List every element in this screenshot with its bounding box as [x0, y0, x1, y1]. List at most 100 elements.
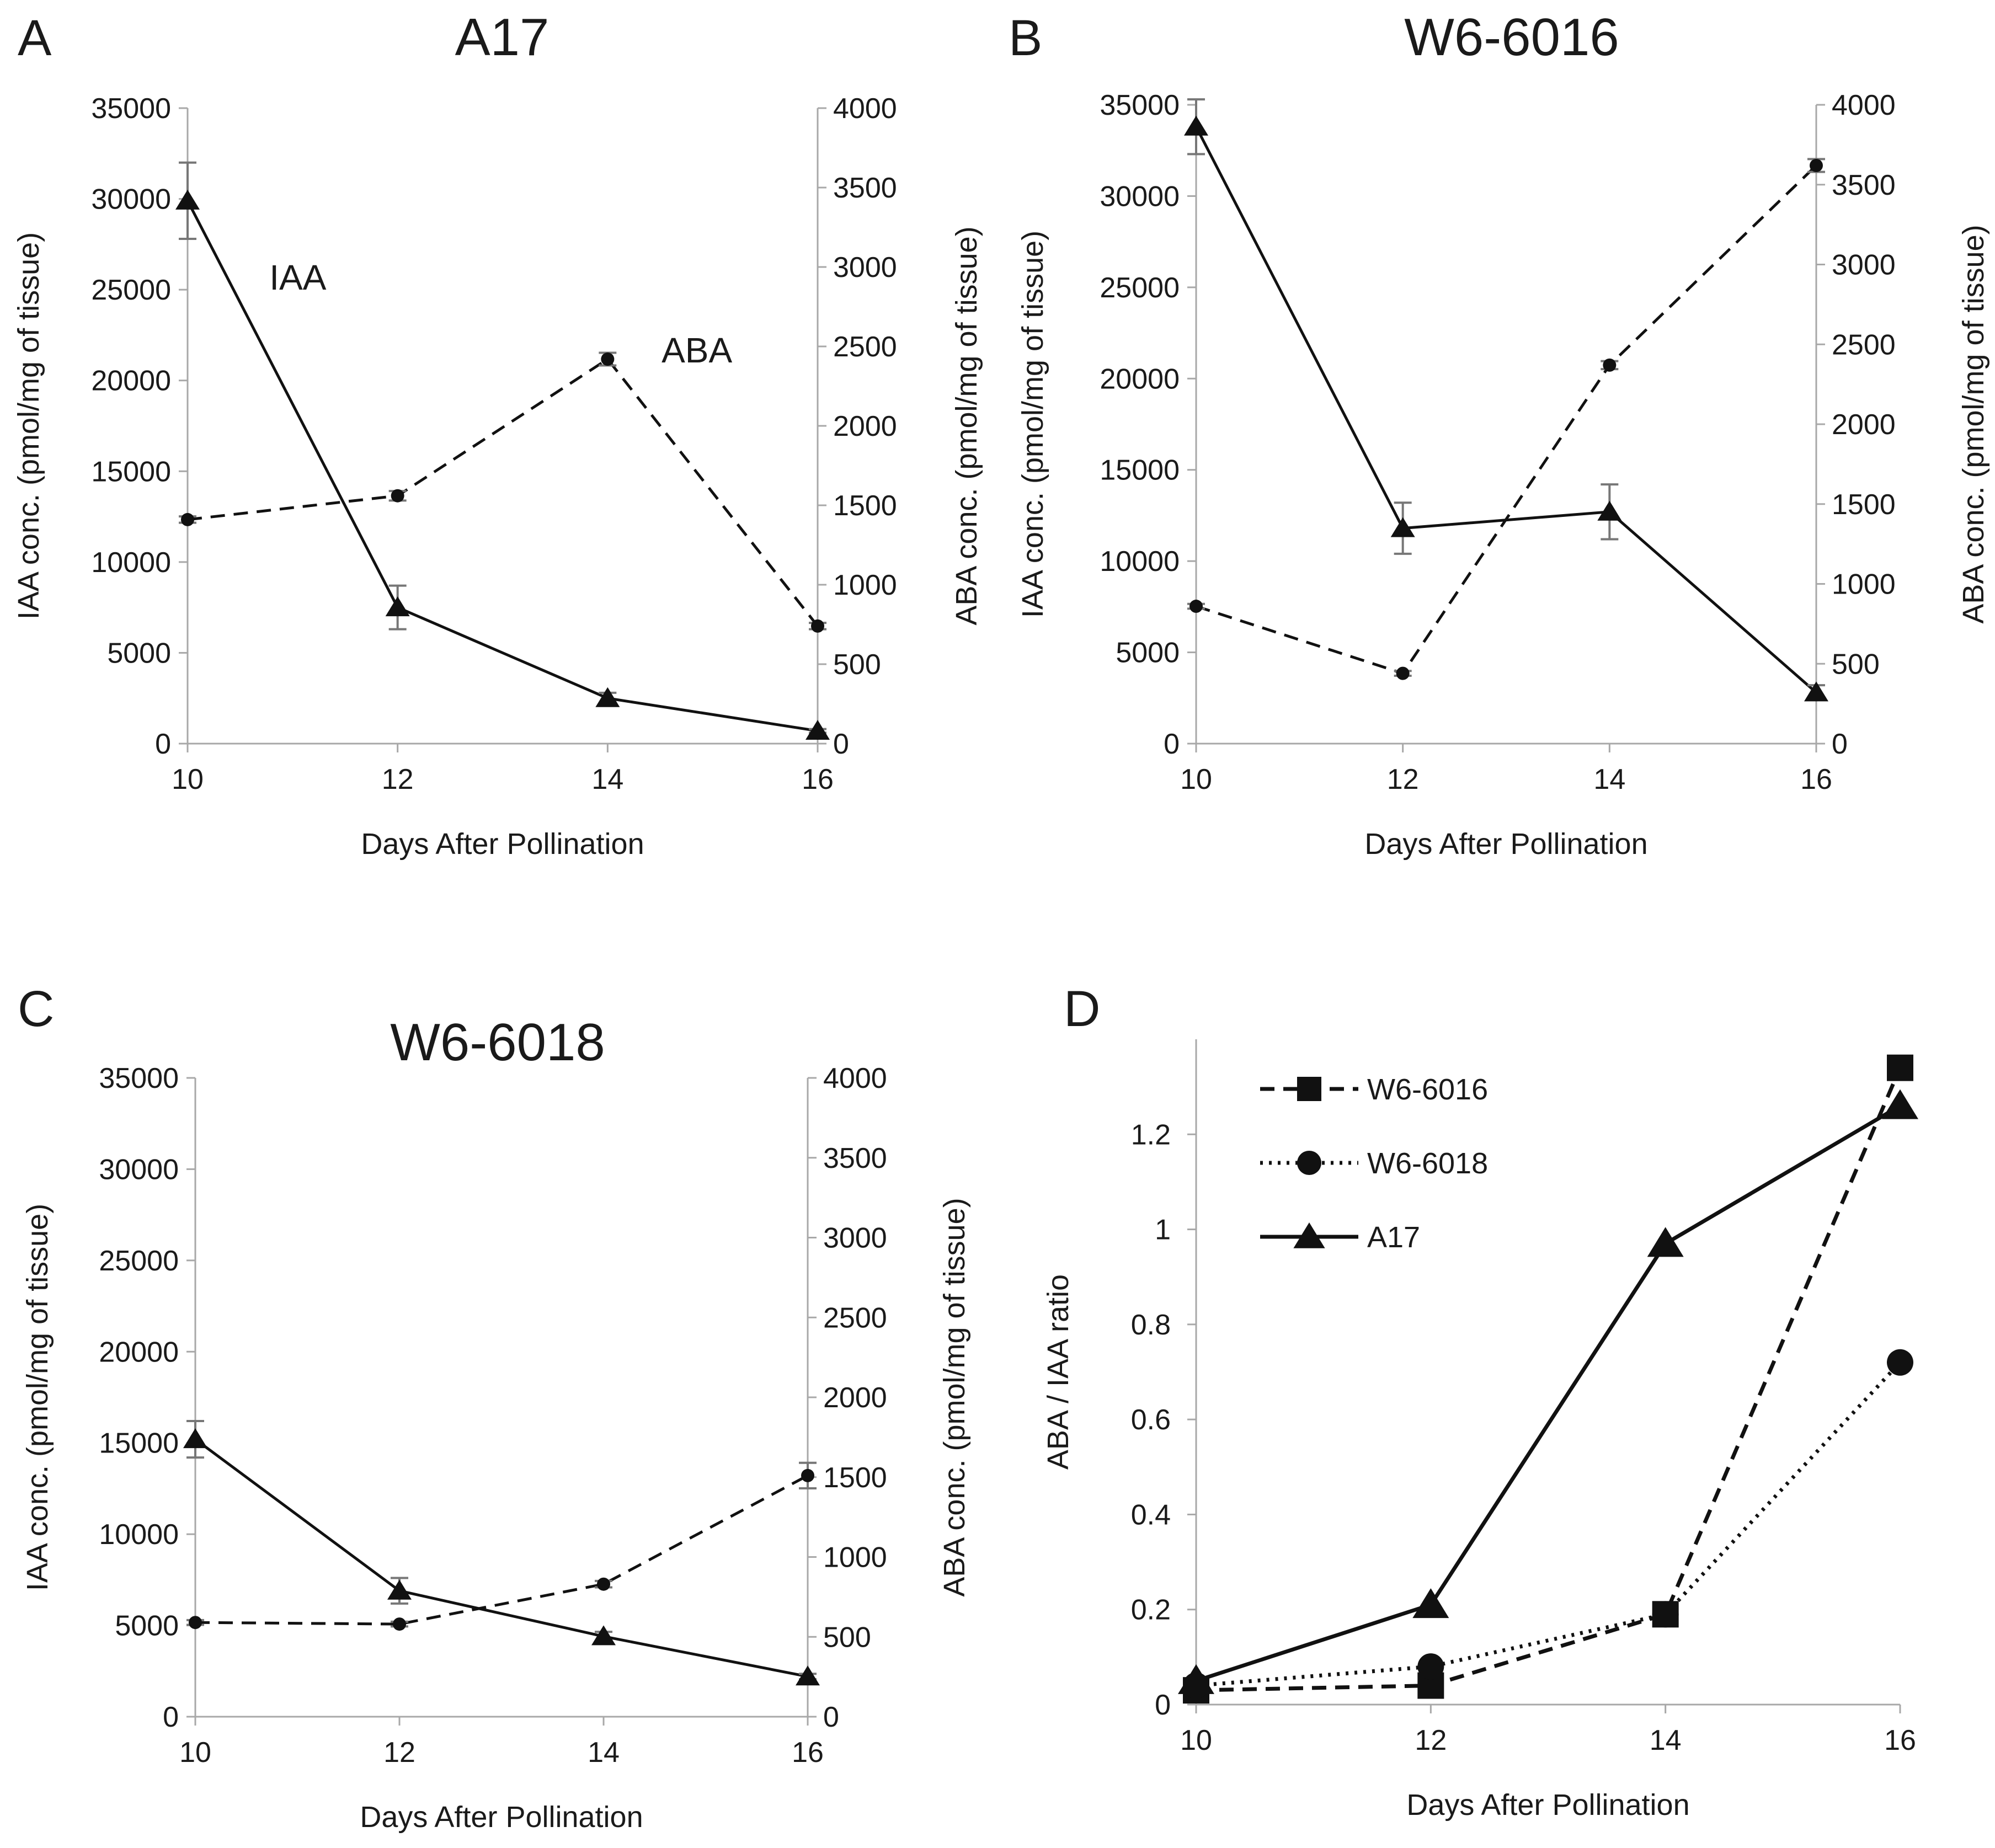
left-y-tick-label: 30000: [99, 1153, 179, 1185]
x-tick-label: 16: [1800, 763, 1832, 795]
data-point-aba: [391, 489, 404, 503]
legend: W6-6016 W6-6018 A17: [1260, 1073, 1488, 1254]
data-point-iaa: [806, 719, 830, 740]
right-y-tick-label: 2000: [1832, 409, 1896, 441]
x-tick-label: 10: [1180, 1724, 1212, 1756]
y-tick-label: 0.4: [1131, 1499, 1171, 1531]
right-y-tick-label: 1500: [823, 1462, 887, 1494]
right-y-tick-label: 500: [833, 649, 881, 681]
data-point-iaa: [591, 1625, 616, 1646]
series-aba: [179, 351, 826, 633]
series-line-a17: [1195, 1104, 1901, 1683]
panel-a: A A17 0 5000 10000 15000 20000 25000 30000 35000 0…: [12, 8, 983, 861]
data-point-iaa: [183, 1428, 207, 1449]
right-y-tick-label: 2000: [823, 1382, 887, 1414]
x-tick-label: 14: [591, 763, 623, 795]
x-tick-label: 14: [1650, 1724, 1682, 1756]
left-y-tick-label: 0: [1164, 728, 1180, 760]
panel-letter-a: A: [18, 10, 52, 66]
x-tick-label: 10: [1180, 763, 1212, 795]
left-y-tick-label: 15000: [1100, 455, 1180, 487]
data-point-w6-6018: [1887, 1349, 1913, 1376]
x-tick-label: 16: [802, 763, 834, 795]
right-y-tick-label: 1500: [1832, 489, 1896, 521]
series-aba: [1187, 158, 1825, 680]
x-axis-label: Days After Pollination: [361, 827, 644, 861]
left-y-tick-label: 10000: [91, 547, 171, 579]
left-y-tick-label: 5000: [115, 1610, 179, 1642]
left-y-tick-label: 30000: [1100, 180, 1180, 212]
series-line-iaa: [194, 1438, 808, 1678]
x-tick-label: 14: [588, 1737, 620, 1769]
x-axis-label: Days After Pollination: [360, 1801, 643, 1834]
data-point-iaa: [1184, 115, 1208, 136]
panel-letter-c: C: [18, 981, 54, 1037]
legend-label-w6-6018: W6-6018: [1367, 1147, 1488, 1180]
data-point-aba: [393, 1617, 406, 1631]
x-tick-label: 16: [1884, 1724, 1916, 1756]
series-a17: [1178, 1089, 1918, 1694]
right-y-tick-label: 0: [833, 728, 849, 760]
right-y-tick-label: 500: [1832, 648, 1880, 680]
series-line-aba: [1196, 164, 1817, 675]
data-point-aba: [1396, 666, 1410, 680]
right-y-tick-label: 2500: [833, 331, 897, 363]
data-point-a17: [1178, 1664, 1214, 1694]
right-y-tick-label: 4000: [823, 1062, 887, 1094]
right-y-axis-label: ABA conc. (pmol/mg of tissue): [1957, 225, 1990, 623]
data-point-aba: [811, 619, 824, 633]
left-y-tick-label: 20000: [99, 1336, 179, 1368]
series-line-w6-6018: [1196, 1361, 1902, 1688]
right-y-tick-label: 1500: [833, 490, 897, 522]
data-point-aba: [1603, 358, 1617, 372]
data-point-iaa: [387, 1579, 412, 1600]
right-y-tick-label: 1000: [1832, 569, 1896, 601]
left-y-tick-label: 20000: [1100, 363, 1180, 395]
legend-label-a17: A17: [1367, 1221, 1420, 1254]
series-iaa: [175, 161, 830, 740]
left-y-tick-label: 25000: [1100, 272, 1180, 304]
left-y-tick-label: 25000: [99, 1245, 179, 1277]
data-point-aba: [1810, 159, 1823, 173]
left-y-tick-label: 15000: [99, 1428, 179, 1460]
data-point-iaa: [175, 189, 200, 210]
y-axis-label: ABA / IAA ratio: [1042, 1274, 1075, 1470]
series-line-aba: [187, 357, 819, 627]
data-point-aba: [181, 512, 194, 526]
data-point-a17: [1412, 1588, 1449, 1619]
panel-d: D 0 0.2 0.4 0.6 0.8 1 1.2 10 12 14 16 Days After Pol…: [1042, 981, 1918, 1822]
data-point-iaa: [1804, 681, 1828, 702]
y-tick-label: 0.8: [1131, 1309, 1171, 1341]
x-tick-label: 14: [1593, 763, 1625, 795]
right-y-tick-label: 0: [823, 1701, 839, 1733]
left-y-tick-label: 35000: [99, 1062, 179, 1094]
panel-letter-b: B: [1009, 10, 1042, 66]
left-y-tick-label: 30000: [91, 184, 171, 216]
right-y-tick-label: 3500: [833, 172, 897, 204]
left-y-axis-label: IAA conc. (pmol/mg of tissue): [21, 1204, 54, 1591]
y-tick-label: 0.6: [1131, 1404, 1171, 1436]
chart-title: W6-6016: [1404, 8, 1619, 67]
chart-title: A17: [455, 8, 550, 67]
data-point-a17: [1647, 1227, 1684, 1257]
annotation-aba: ABA: [662, 330, 732, 370]
x-tick-label: 12: [1387, 763, 1419, 795]
right-y-tick-label: 2000: [833, 410, 897, 442]
right-y-tick-label: 2500: [823, 1302, 887, 1334]
y-tick-label: 1.2: [1131, 1119, 1171, 1151]
data-point-iaa: [595, 687, 620, 707]
data-point-w6-6018: [1417, 1653, 1444, 1680]
data-point-a17: [1882, 1089, 1918, 1119]
data-point-w6-6018: [1652, 1601, 1679, 1628]
right-y-axis-label: ABA conc. (pmol/mg of tissue): [938, 1198, 971, 1596]
x-axis-label: Days After Pollination: [1406, 1788, 1689, 1822]
data-point-iaa: [1390, 517, 1415, 537]
right-y-tick-label: 3000: [823, 1222, 887, 1254]
y-tick-label: 1: [1155, 1214, 1171, 1246]
series-line-iaa: [186, 200, 818, 733]
legend-marker-a17: [1293, 1222, 1325, 1248]
x-tick-label: 10: [179, 1737, 211, 1769]
left-y-tick-label: 5000: [107, 637, 171, 669]
right-y-tick-label: 2500: [1832, 329, 1896, 361]
